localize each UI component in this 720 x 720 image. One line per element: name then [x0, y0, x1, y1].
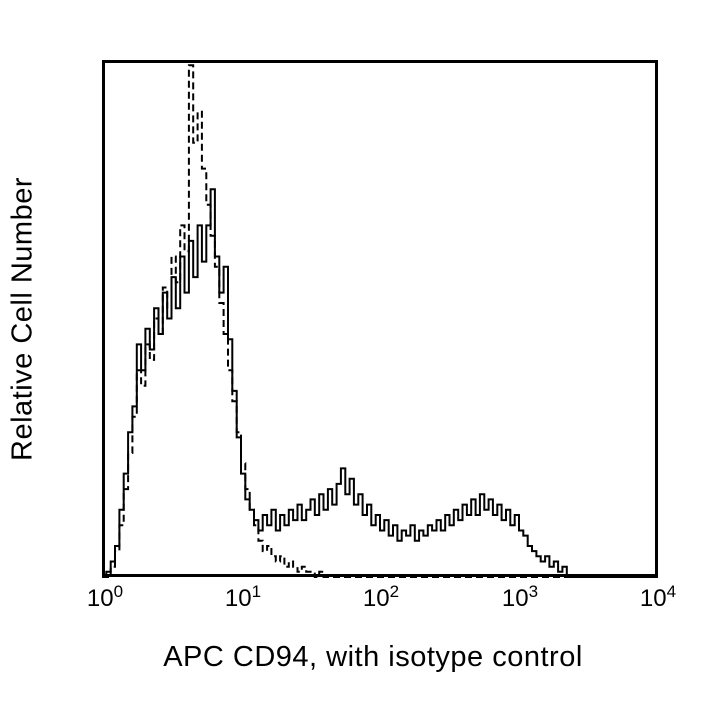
- x-axis-label: APC CD94, with isotype control: [163, 641, 583, 673]
- x-tick-1-exponent: 0: [113, 582, 124, 601]
- x-tick-4: 103: [502, 582, 538, 613]
- x-tick-3-base: 10: [362, 585, 390, 612]
- x-tick-1-base: 10: [86, 585, 114, 612]
- x-tick-3: 102: [363, 582, 399, 613]
- x-tick-4-exponent: 3: [528, 582, 539, 601]
- isotype-control-histogram-curve: [102, 64, 658, 578]
- x-tick-2: 101: [225, 582, 261, 613]
- cd94-histogram-curve: [102, 188, 658, 578]
- plot-frame: [102, 60, 658, 577]
- x-tick-5-base: 10: [639, 585, 667, 612]
- x-tick-4-base: 10: [501, 585, 529, 612]
- x-tick-3-exponent: 2: [389, 582, 400, 601]
- x-tick-5-exponent: 4: [666, 582, 677, 601]
- x-tick-2-exponent: 1: [251, 582, 262, 601]
- x-tick-5: 104: [640, 582, 676, 613]
- x-tick-2-base: 10: [224, 585, 252, 612]
- x-tick-1: 100: [87, 582, 123, 613]
- y-axis-label: Relative Cell Number: [6, 177, 39, 461]
